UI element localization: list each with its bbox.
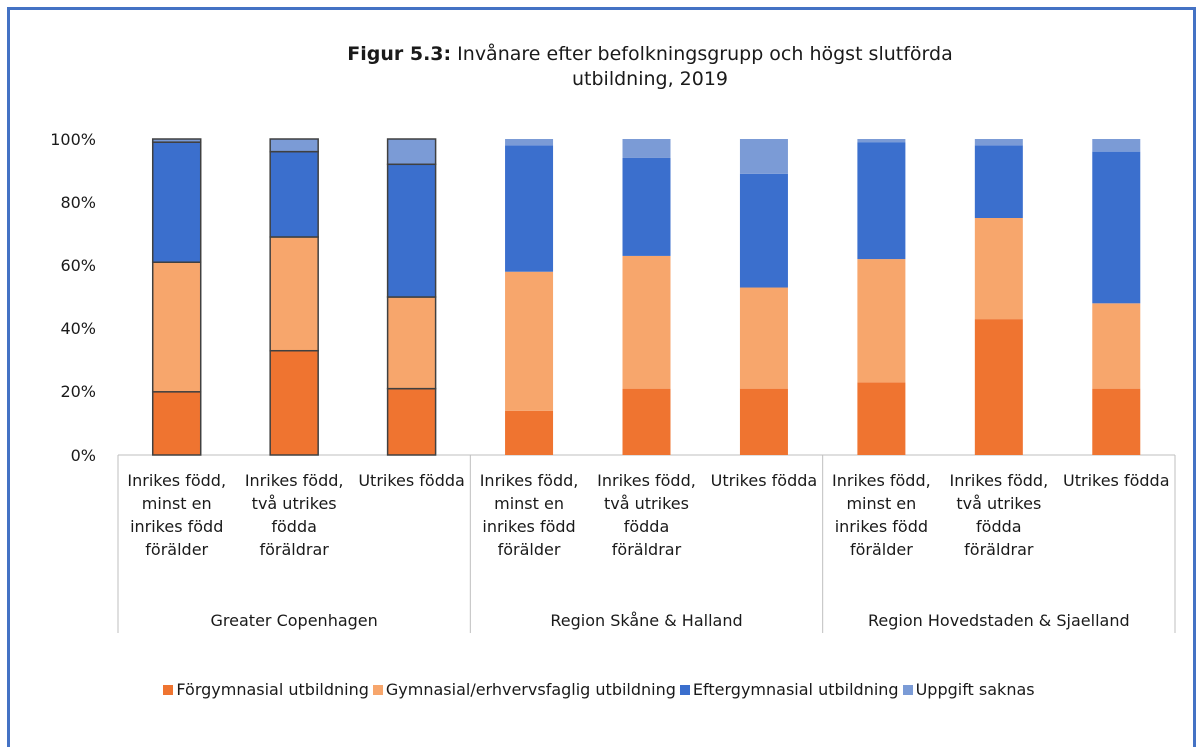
bar-segment [386, 387, 437, 456]
legend-item: Uppgift saknas [902, 680, 1035, 699]
x-tick-label: Utrikes födda [1063, 471, 1170, 490]
bar-segment [151, 141, 202, 263]
y-tick-label: 100% [50, 129, 96, 149]
bar-segment [622, 388, 671, 455]
legend-label: Gymnasial/erhvervsfaglig utbildning [385, 680, 676, 699]
x-tick-label: Inrikes född, två utrikes födda föräldra… [244, 471, 344, 559]
legend-label: Eftergymnasial utbildning [692, 680, 899, 699]
bar-segment [505, 271, 554, 411]
y-tick-label: 20% [60, 382, 96, 402]
bar-segment [739, 173, 788, 288]
bar-segment [386, 163, 437, 298]
legend-item: Gymnasial/erhvervsfaglig utbildning [372, 680, 676, 699]
bar-segment [269, 150, 319, 238]
bar-segment [857, 139, 906, 143]
title-prefix: Figur 5.3: [347, 43, 452, 65]
x-tick-label: Inrikes född, två utrikes födda föräldra… [597, 471, 696, 559]
y-tick-label: 80% [60, 192, 96, 212]
group-label: Region Hovedstaden & Sjaelland [868, 611, 1130, 630]
bar-segment [269, 138, 319, 153]
group-label: Region Skåne & Halland [550, 611, 743, 630]
bar-segment [622, 157, 671, 256]
bar-segment [1092, 388, 1141, 455]
title-text: Invånare efter befolkningsgrupp och högs… [457, 43, 953, 90]
legend-swatch [372, 684, 383, 695]
y-tick-label: 60% [60, 255, 96, 275]
x-tick-label: Utrikes födda [710, 471, 818, 490]
bar-segment [1092, 139, 1141, 152]
bar-segment [739, 388, 788, 455]
y-tick-label: 0% [70, 445, 96, 465]
bar-segment [739, 287, 788, 389]
bar-segment [622, 139, 671, 158]
bar-segment [857, 142, 906, 260]
group-label: Greater Copenhagen [210, 611, 378, 630]
x-tick-label: Inrikes född, minst en inrikes född förä… [832, 471, 931, 559]
bar-segment [974, 319, 1023, 455]
bar-segment [974, 145, 1023, 218]
bar-segment [386, 138, 437, 166]
bar-segment [505, 139, 554, 146]
bar-segment [151, 138, 202, 143]
bar-segment [269, 349, 319, 456]
bar-segment [974, 139, 1023, 146]
y-tick-label: 40% [60, 319, 96, 339]
legend-item: Eftergymnasial utbildning [679, 680, 899, 699]
bar-segment [386, 296, 437, 390]
x-tick-label: Utrikes födda [358, 471, 465, 490]
bar-segment [505, 145, 554, 272]
bar-segment [857, 382, 906, 455]
bar-segment [1092, 151, 1141, 304]
chart-title: Figur 5.3: Invånare efter befolkningsgru… [330, 42, 970, 92]
legend-label: Förgymnasial utbildning [176, 680, 369, 699]
bar-segment [1092, 303, 1141, 389]
bar-segment [505, 410, 554, 455]
legend-item: Förgymnasial utbildning [163, 680, 369, 699]
bar-segment [974, 218, 1023, 320]
bar-segment [151, 391, 202, 456]
bar-segment [739, 139, 788, 174]
x-tick-label: Inrikes född, minst en inrikes född förä… [127, 471, 227, 559]
legend-swatch [902, 684, 913, 695]
legend: Förgymnasial utbildning Gymnasial/erhverv… [0, 680, 1202, 699]
bar-segment [857, 259, 906, 383]
frame [7, 7, 1196, 747]
bar-segment [622, 255, 671, 389]
x-tick-label: Inrikes född, minst en inrikes född förä… [479, 471, 579, 559]
legend-swatch [679, 684, 690, 695]
legend-label: Uppgift saknas [915, 680, 1035, 699]
legend-swatch [163, 684, 174, 695]
x-tick-label: Inrikes född, två utrikes födda föräldra… [949, 471, 1049, 559]
bar-segment [269, 236, 319, 352]
bar-segment [151, 261, 202, 393]
